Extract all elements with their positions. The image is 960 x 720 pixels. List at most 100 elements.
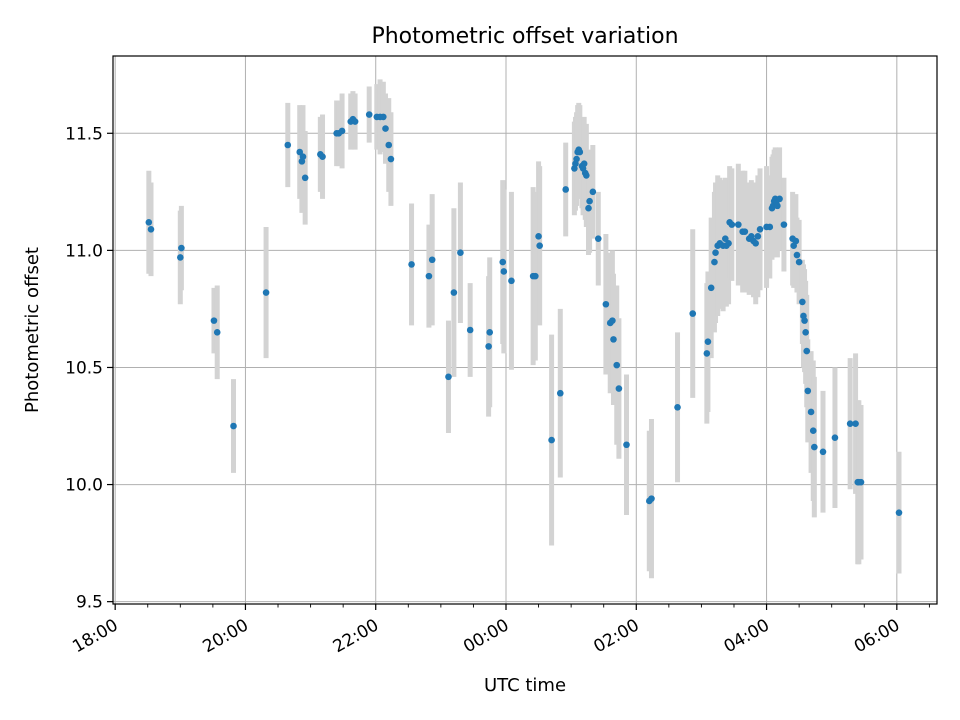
data-point (428, 256, 436, 264)
data-point (556, 389, 564, 397)
data-point (711, 258, 718, 266)
data-point (802, 329, 809, 336)
data-point (846, 420, 854, 427)
data-point (178, 244, 185, 252)
data-point (795, 258, 803, 266)
data-point (594, 235, 602, 242)
x-axis-label: UTC time (484, 675, 566, 696)
data-point (576, 148, 584, 156)
data-point (536, 242, 543, 249)
data-point (722, 235, 729, 242)
data-point (804, 387, 812, 395)
data-point (365, 111, 373, 118)
data-point (486, 329, 494, 336)
data-point (809, 427, 817, 435)
data-point (230, 422, 237, 430)
data-point (831, 434, 839, 442)
data-point (793, 251, 801, 259)
data-point (284, 141, 292, 149)
data-point (602, 300, 610, 308)
data-point (425, 272, 433, 280)
data-point (728, 221, 736, 228)
data-point (338, 127, 346, 135)
data-point (450, 289, 458, 296)
data-point (535, 233, 542, 240)
data-point (466, 326, 474, 334)
data-point (615, 385, 623, 392)
data-point (145, 218, 153, 226)
y-axis-ticks: 9.5 10.0 10.5 11.0 11.5 (65, 124, 113, 613)
data-point (508, 277, 515, 285)
data-point (803, 347, 811, 355)
data-point (609, 317, 616, 324)
data-point (610, 336, 617, 343)
data-point (213, 329, 221, 336)
data-point (147, 225, 155, 233)
data-point (852, 420, 859, 427)
data-point (299, 153, 307, 161)
data-point (583, 172, 590, 179)
data-point (819, 448, 827, 456)
data-point (586, 197, 593, 205)
data-point (532, 272, 539, 280)
data-point (262, 289, 270, 296)
data-point (382, 125, 389, 132)
data-point (707, 284, 715, 292)
data-point (380, 113, 387, 121)
y-tick-label: 11.0 (65, 241, 103, 261)
data-point (704, 338, 712, 346)
chart-title: Photometric offset variation (371, 24, 678, 49)
plot-background (113, 56, 937, 604)
data-point (776, 195, 783, 203)
data-point (500, 268, 508, 275)
data-point (210, 317, 218, 324)
data-point (712, 249, 719, 257)
data-points (145, 111, 903, 516)
data-point (735, 221, 742, 228)
data-point (752, 240, 759, 247)
data-point (499, 258, 507, 266)
data-point (811, 443, 818, 451)
data-point (457, 249, 464, 257)
y-tick-label: 10.0 (65, 476, 103, 496)
data-point (807, 408, 815, 416)
data-point (801, 317, 808, 324)
data-point (780, 221, 788, 228)
data-point (573, 155, 580, 163)
data-point (562, 186, 570, 193)
y-tick-label: 11.5 (65, 124, 103, 144)
data-point (774, 202, 781, 210)
data-point (177, 254, 184, 261)
data-point (387, 155, 395, 163)
data-point (857, 478, 865, 486)
data-point (756, 225, 764, 233)
y-tick-label: 9.5 (76, 593, 103, 613)
data-point (799, 298, 806, 306)
y-axis-label: Photometric offset (22, 247, 43, 413)
data-point (385, 141, 393, 149)
data-point (589, 188, 597, 196)
data-point (351, 118, 359, 125)
y-tick-label: 10.5 (65, 358, 103, 378)
data-point (674, 403, 681, 411)
data-point (766, 223, 774, 231)
data-point (741, 228, 749, 235)
data-point (296, 148, 304, 156)
data-point (408, 261, 415, 268)
data-point (792, 237, 800, 245)
data-point (689, 310, 697, 317)
data-point (301, 174, 309, 182)
data-point (613, 361, 621, 369)
data-point (725, 240, 732, 247)
data-point (895, 509, 903, 516)
data-point (580, 160, 588, 168)
data-point (623, 441, 630, 449)
data-point (319, 153, 326, 161)
data-point (548, 436, 555, 444)
data-point (754, 233, 762, 240)
data-point (445, 373, 452, 381)
data-point (648, 495, 655, 502)
data-point (703, 350, 711, 357)
data-point (485, 343, 492, 350)
